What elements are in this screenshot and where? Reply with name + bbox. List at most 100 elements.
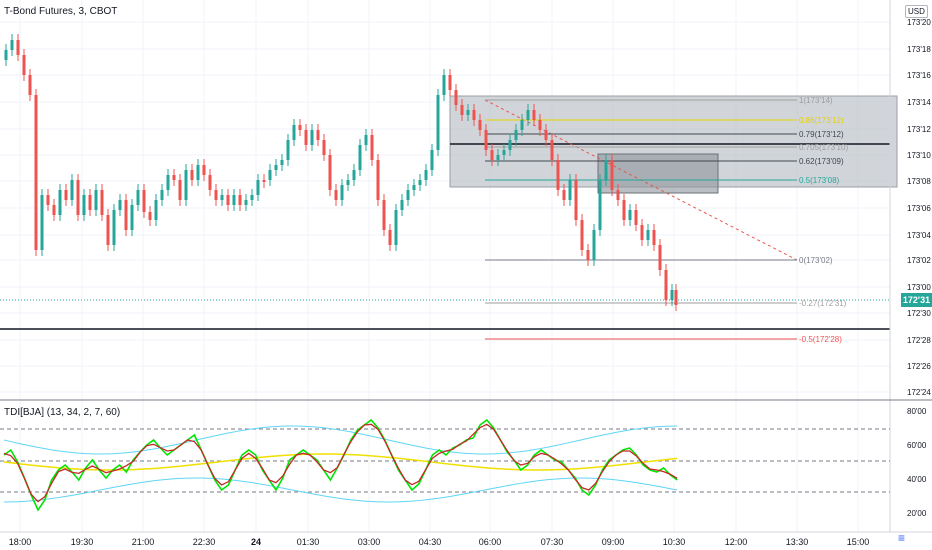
candle-body [376, 160, 380, 200]
tdi-upper-band [3, 425, 678, 455]
candle-body [496, 155, 500, 160]
candle-body [286, 140, 290, 160]
candle-body [52, 205, 56, 215]
candle-body [460, 105, 464, 115]
tdi-lines [3, 418, 678, 512]
candle-body [514, 130, 518, 140]
candle-body [634, 210, 638, 225]
candle-body [370, 135, 374, 160]
candle-body [298, 125, 302, 130]
fib-level-label: 0.79(173'12) [799, 130, 844, 139]
candle-body [652, 230, 656, 245]
price-axis[interactable]: 173'20 173'18 173'16 173'14 173'12 173'10 173'… [907, 18, 931, 397]
candle-body [418, 180, 422, 185]
candle-body [274, 165, 278, 170]
candle-body [574, 180, 578, 220]
candle-body [208, 175, 212, 190]
candle-body [538, 120, 542, 130]
candle-body [82, 195, 86, 215]
price-tick-label: 173'14 [907, 98, 931, 107]
candle-body [622, 200, 626, 220]
candle-body [604, 160, 608, 180]
candle-body [388, 230, 392, 245]
time-tick-label: 15:00 [847, 537, 870, 547]
candle-body [586, 250, 590, 260]
candle-body [616, 190, 620, 200]
tdi-axis: 80'00 60'00 40'00 20'00 [907, 407, 927, 518]
candle-body [406, 190, 410, 200]
candle-body [508, 140, 512, 150]
candle-body [46, 195, 50, 205]
candle-body [674, 290, 678, 305]
candle-body [562, 190, 566, 200]
inner-zone-box[interactable] [597, 153, 719, 194]
candle-body [472, 110, 476, 120]
candle-body [292, 125, 296, 140]
price-tick-label: 173'04 [907, 231, 931, 240]
candle-body [334, 190, 338, 200]
price-tick-label: 173'02 [907, 256, 931, 265]
time-tick-label: 24 [251, 537, 261, 547]
fib-level-label: 0.86(173'12) [799, 116, 844, 125]
candle-body [262, 180, 266, 182]
candle-body [64, 190, 68, 200]
candle-body [58, 190, 62, 215]
candle-body [142, 190, 146, 212]
time-tick-label: 22:30 [193, 537, 216, 547]
time-tick-label: 12:00 [725, 537, 748, 547]
candle-body [136, 190, 140, 205]
candle-body [400, 200, 404, 210]
candle-body [448, 75, 452, 90]
tradingview-logo-icon[interactable]: ≡ [898, 531, 906, 545]
candle-body [256, 180, 260, 195]
candle-body [352, 170, 356, 180]
candle-body [358, 145, 362, 170]
symbol-legend[interactable]: T-Bond Futures, 3, CBOT [4, 6, 118, 17]
currency-badge[interactable]: USD [905, 5, 928, 18]
candle-body [220, 195, 224, 200]
candle-body [28, 75, 32, 95]
candle-body [646, 230, 650, 240]
fib-level-label: 0.705(173'10) [799, 143, 848, 152]
time-tick-label: 01:30 [297, 537, 320, 547]
tdi-lower-band [3, 477, 678, 503]
time-axis[interactable]: 18:00 19:30 21:00 22:30 24 01:30 03:00 04:30 06:… [9, 537, 870, 547]
price-grid [0, 21, 890, 393]
candle-body [124, 200, 128, 230]
candle-body [232, 195, 236, 205]
candle-body [310, 130, 314, 145]
candle-body [172, 175, 176, 180]
candle-body [322, 140, 326, 155]
candle-body [268, 170, 272, 180]
candle-body [328, 155, 332, 190]
tdi-legend[interactable]: TDI[BJA] (13, 34, 2, 7, 60) [4, 407, 121, 418]
candles [4, 34, 678, 311]
candle-body [346, 180, 350, 185]
candle-body [382, 200, 386, 230]
candle-body [442, 75, 446, 95]
candle-body [70, 180, 74, 200]
candle-body [196, 165, 200, 180]
candle-body [598, 180, 602, 230]
candle-body [520, 120, 524, 130]
price-tick-label: 172'30 [907, 309, 931, 318]
candle-body [580, 220, 584, 250]
candle-body [568, 180, 572, 200]
time-tick-label: 06:00 [479, 537, 502, 547]
candle-body [238, 195, 242, 205]
tdi-rsi-price-line [3, 418, 678, 512]
price-tick-label: 173'00 [907, 283, 931, 292]
candle-body [478, 120, 482, 130]
fib-retracement[interactable]: 1(173'14) 0.86(173'12) 0.79(173'12) 0.705(1… [485, 96, 848, 344]
candle-body [640, 225, 644, 240]
fib-level-label: 0.5(173'08) [799, 176, 840, 185]
candle-body [658, 245, 662, 270]
candle-body [610, 160, 614, 190]
candle-body [304, 130, 308, 145]
candle-body [34, 95, 38, 250]
candle-body [148, 212, 152, 220]
time-tick-label: 13:30 [786, 537, 809, 547]
candle-body [364, 135, 368, 145]
candle-body [544, 130, 548, 140]
